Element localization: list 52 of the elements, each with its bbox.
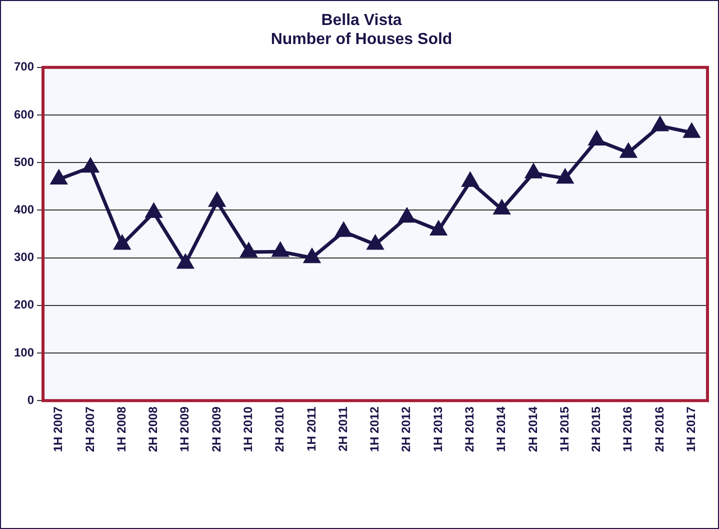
point — [430, 221, 446, 236]
y-tick-label: 500 — [14, 154, 34, 169]
point — [367, 236, 384, 250]
x-tick-label: 2H 2013 — [462, 406, 476, 452]
x-tick-label: 1H 2008 — [114, 406, 128, 452]
point — [462, 172, 478, 187]
y-tick-label: 700 — [14, 60, 34, 74]
point — [557, 170, 573, 184]
y-tick-label: 100 — [14, 345, 34, 360]
x-tick-label: 2H 2015 — [589, 406, 604, 452]
point — [588, 131, 605, 146]
x-tick-label: 1H 2014 — [494, 406, 508, 452]
x-tick-label: 1H 2011 — [304, 406, 318, 452]
point — [240, 243, 257, 258]
x-tick-label: 1H 2017 — [684, 406, 698, 452]
point — [399, 208, 415, 223]
x-tick-label: 1H 2013 — [430, 406, 445, 452]
x-tick-label: 2H 2016 — [652, 406, 666, 452]
y-tick-label: 400 — [14, 202, 34, 217]
x-tick-label: 1H 2009 — [178, 406, 192, 452]
point — [304, 249, 320, 264]
point — [494, 200, 510, 215]
y-tick-label: 300 — [14, 250, 34, 264]
x-tick-label: 2H 2010 — [272, 406, 287, 452]
point — [51, 170, 67, 185]
x-tick-label: 2H 2014 — [526, 406, 540, 452]
y-tick-label: 600 — [14, 107, 34, 122]
x-tick-label: 1H 2007 — [51, 406, 66, 452]
x-tick-label: 1H 2016 — [620, 406, 635, 452]
x-tick-label: 2H 2007 — [82, 406, 97, 452]
x-tick-label: 2H 2011 — [336, 406, 350, 452]
point — [526, 164, 542, 178]
point — [336, 222, 352, 237]
point — [652, 117, 668, 132]
point — [272, 242, 288, 257]
y-tick-label: 200 — [14, 298, 34, 312]
text: Number of Houses Sold — [270, 31, 452, 48]
point — [82, 158, 98, 173]
x-tick-label: 1H 2015 — [557, 406, 572, 452]
point — [620, 144, 636, 158]
y-tick-label: 0 — [27, 392, 34, 407]
text: Bella Vista — [321, 12, 402, 30]
point — [114, 236, 130, 250]
point — [684, 124, 700, 138]
x-tick-label: 2H 2012 — [399, 406, 414, 452]
x-tick-label: 2H 2008 — [146, 406, 160, 452]
x-tick-label: 1H 2010 — [241, 406, 256, 452]
x-tick-label: 1H 2012 — [368, 406, 382, 452]
point — [178, 254, 194, 269]
x-tick-label: 2H 2009 — [209, 406, 224, 452]
point — [209, 192, 225, 207]
point — [146, 204, 162, 218]
